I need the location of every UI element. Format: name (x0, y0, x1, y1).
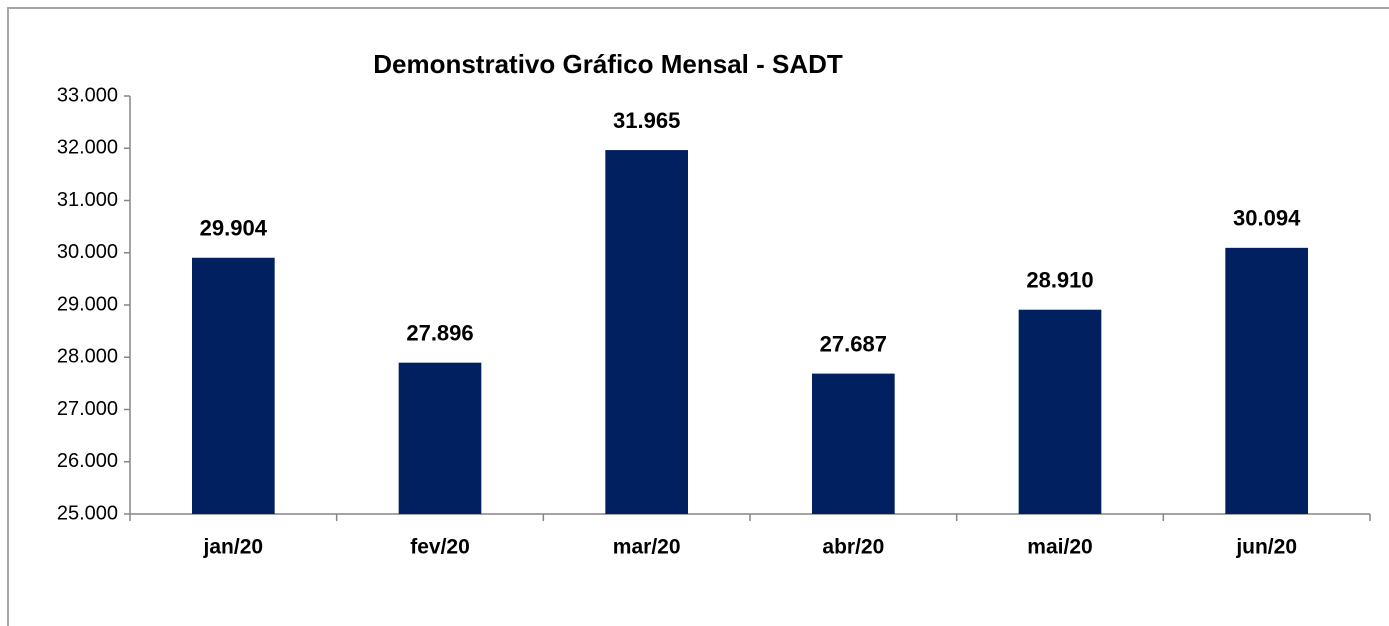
x-tick-label: jun/20 (1235, 536, 1297, 559)
bar (812, 373, 895, 514)
y-tick-label: 27.000 (57, 398, 118, 420)
bar (1018, 309, 1102, 514)
x-tick-label: fev/20 (410, 536, 470, 559)
bar (1225, 247, 1308, 514)
x-tick-label: abr/20 (822, 536, 884, 559)
y-tick-label: 25.000 (57, 502, 118, 524)
y-tick-label: 26.000 (57, 450, 118, 472)
bar (605, 150, 688, 515)
data-label: 27.896 (406, 320, 473, 345)
x-tick-label: mai/20 (1027, 536, 1092, 559)
data-label: 28.910 (1026, 268, 1093, 293)
chart-frame (7, 7, 1389, 626)
y-tick-label: 31.000 (57, 189, 118, 211)
data-label: 27.687 (820, 331, 887, 356)
bar (192, 257, 275, 514)
x-tick-label: mar/20 (613, 536, 681, 559)
y-tick-label: 29.000 (57, 293, 118, 315)
data-label: 29.904 (200, 216, 268, 241)
x-tick-label: jan/20 (203, 536, 264, 559)
bar (398, 362, 482, 514)
data-label: 30.094 (1233, 206, 1301, 231)
y-tick-label: 28.000 (57, 346, 118, 368)
chart-title: Demonstrativo Gráfico Mensal - SADT (373, 49, 843, 79)
y-tick-label: 33.000 (57, 84, 118, 106)
data-label: 31.965 (613, 108, 680, 133)
y-tick-label: 32.000 (57, 137, 118, 159)
y-tick-label: 30.000 (57, 241, 118, 263)
